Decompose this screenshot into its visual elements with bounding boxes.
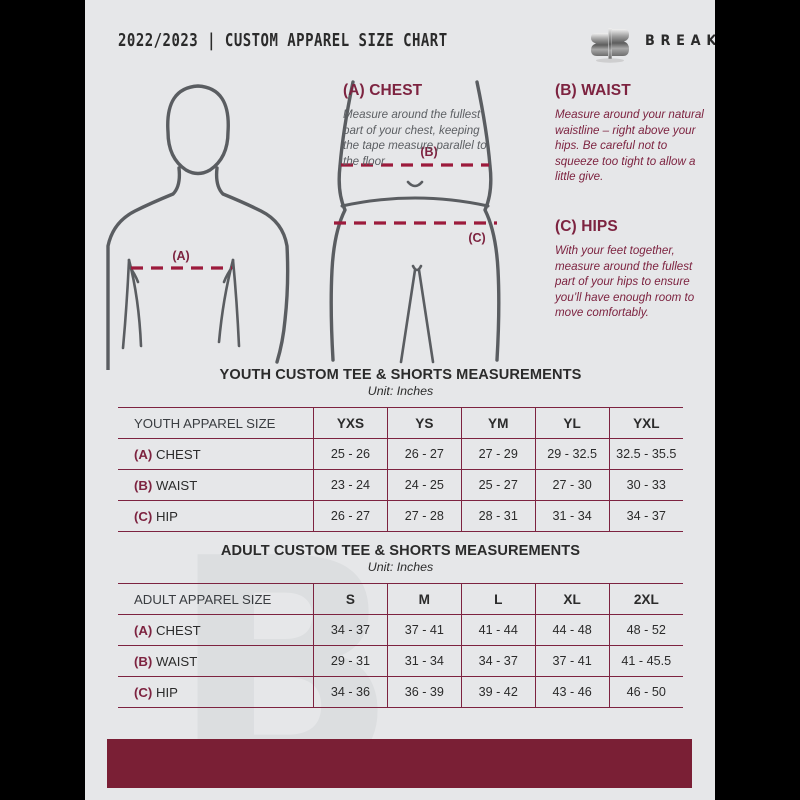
adult-waist-2xl: 41 - 45.5 [609, 645, 683, 677]
chest-measure-label: (A) [172, 249, 189, 263]
adult-size-col-0: S [313, 583, 388, 615]
youth-table-unit: Unit: Inches [367, 384, 434, 398]
row-tag: (C) [134, 508, 153, 524]
youth-waist-yxl: 30 - 33 [609, 469, 683, 501]
row-label: WAIST [155, 477, 198, 493]
adult-chest-xl: 44 - 48 [535, 614, 610, 646]
hip-measure-label: (C) [468, 231, 485, 245]
table-row: (C) HIP 34 - 36 36 - 39 39 - 42 43 - 46 … [118, 676, 683, 708]
row-tag: (A) [134, 446, 153, 462]
youth-hip-yxl: 34 - 37 [609, 500, 683, 532]
waist-measure-label: (B) [420, 145, 437, 159]
instruction-waist-heading: (B) WAIST [555, 82, 631, 99]
table-header-row: ADULT APPAREL SIZE S M L XL 2XL [118, 583, 683, 615]
youth-measurements-section: YOUTH CUSTOM TEE & SHORTS MEASUREMENTS U… [118, 367, 683, 532]
adult-size-col-3: XL [535, 583, 610, 615]
page-title: 2022/2023 | CUSTOM APPAREL SIZE CHART [118, 31, 448, 51]
brand-wordmark: BREAKAWAY [645, 33, 715, 49]
youth-chest-ys: 26 - 27 [387, 438, 462, 470]
youth-hip-yl: 31 - 34 [535, 500, 610, 532]
adult-measurements-section: ADULT CUSTOM TEE & SHORTS MEASUREMENTS U… [118, 543, 683, 708]
youth-chest-ym: 27 - 29 [461, 438, 536, 470]
table-row: (A) CHEST 25 - 26 26 - 27 27 - 29 29 - 3… [118, 438, 683, 470]
instruction-hips-body: With your feet together, measure around … [555, 244, 695, 320]
instruction-chest: (A) CHEST Measure around the fullest par… [343, 82, 495, 169]
instruction-hips: (C) HIPS With your feet together, measur… [555, 218, 705, 321]
upper-body-figure-icon: (A) [106, 84, 290, 370]
youth-chest-yl: 29 - 32.5 [535, 438, 610, 470]
row-label: CHEST [155, 622, 201, 638]
row-label: WAIST [155, 653, 198, 669]
size-chart-page: B 2022/2023 | CUSTOM APPAREL SIZE CHART … [85, 0, 715, 800]
youth-table-title: YOUTH CUSTOM TEE & SHORTS MEASUREMENTS [219, 367, 582, 383]
adult-hip-s: 34 - 36 [313, 676, 388, 708]
youth-hip-ys: 27 - 28 [387, 500, 462, 532]
youth-waist-yxs: 23 - 24 [313, 469, 388, 501]
youth-size-col-3: YL [535, 407, 610, 439]
footer-banner [107, 739, 692, 788]
adult-waist-l: 34 - 37 [461, 645, 536, 677]
youth-hip-yxs: 26 - 27 [313, 500, 388, 532]
row-tag: (C) [134, 684, 153, 700]
adult-row-label-hip: (C) HIP [118, 676, 314, 708]
table-row: (C) HIP 26 - 27 27 - 28 28 - 31 31 - 34 … [118, 500, 683, 532]
adult-size-col-1: M [387, 583, 462, 615]
adult-hip-xl: 43 - 46 [535, 676, 610, 708]
row-tag: (A) [134, 622, 153, 638]
youth-waist-yl: 27 - 30 [535, 469, 610, 501]
body-illustrations: (A) (B) (C) [85, 70, 715, 370]
youth-size-col-0: YXS [313, 407, 388, 439]
adult-table-unit: Unit: Inches [367, 560, 434, 574]
adult-row-label-waist: (B) WAIST [118, 645, 314, 677]
youth-size-header-label: YOUTH APPAREL SIZE [118, 407, 314, 439]
adult-measurements-table: ADULT APPAREL SIZE S M L XL 2XL (A) CHES… [118, 583, 683, 708]
youth-size-col-2: YM [461, 407, 536, 439]
table-row: (B) WAIST 23 - 24 24 - 25 25 - 27 27 - 3… [118, 469, 683, 501]
adult-waist-xl: 37 - 41 [535, 645, 610, 677]
youth-chest-yxs: 25 - 26 [313, 438, 388, 470]
adult-chest-s: 34 - 37 [313, 614, 388, 646]
youth-size-col-1: YS [387, 407, 462, 439]
adult-size-col-2: L [461, 583, 536, 615]
adult-waist-m: 31 - 34 [387, 645, 462, 677]
instruction-hips-heading: (C) HIPS [555, 218, 618, 235]
lower-body-figure-icon: (B) (C) [329, 80, 501, 364]
adult-waist-s: 29 - 31 [313, 645, 388, 677]
adult-row-label-chest: (A) CHEST [118, 614, 314, 646]
row-tag: (B) [134, 653, 153, 669]
youth-waist-ys: 24 - 25 [387, 469, 462, 501]
adult-table-title: ADULT CUSTOM TEE & SHORTS MEASUREMENTS [220, 543, 581, 559]
adult-hip-m: 36 - 39 [387, 676, 462, 708]
instruction-waist: (B) WAIST Measure around your natural wa… [555, 82, 705, 185]
table-header-row: YOUTH APPAREL SIZE YXS YS YM YL YXL [118, 407, 683, 439]
adult-chest-l: 41 - 44 [461, 614, 536, 646]
instruction-waist-body: Measure around your natural waistline – … [555, 108, 704, 184]
breakaway-b-logo-icon [591, 28, 629, 63]
youth-row-label-chest: (A) CHEST [118, 438, 314, 470]
instruction-chest-heading: (A) CHEST [343, 82, 423, 99]
page-header: 2022/2023 | CUSTOM APPAREL SIZE CHART BR… [85, 28, 715, 63]
adult-chest-2xl: 48 - 52 [609, 614, 683, 646]
row-tag: (B) [134, 477, 153, 493]
table-row: (A) CHEST 34 - 37 37 - 41 41 - 44 44 - 4… [118, 614, 683, 646]
youth-measurements-table: YOUTH APPAREL SIZE YXS YS YM YL YXL (A) … [118, 407, 683, 532]
youth-hip-ym: 28 - 31 [461, 500, 536, 532]
adult-chest-m: 37 - 41 [387, 614, 462, 646]
youth-chest-yxl: 32.5 - 35.5 [609, 438, 683, 470]
row-label: HIP [155, 508, 178, 524]
adult-size-header-label: ADULT APPAREL SIZE [118, 583, 314, 615]
youth-row-label-hip: (C) HIP [118, 500, 314, 532]
adult-hip-2xl: 46 - 50 [609, 676, 683, 708]
youth-row-label-waist: (B) WAIST [118, 469, 314, 501]
youth-size-col-4: YXL [609, 407, 683, 439]
youth-waist-ym: 25 - 27 [461, 469, 536, 501]
navel-detail-icon [406, 180, 424, 188]
instruction-chest-body: Measure around the fullest part of your … [343, 108, 487, 168]
row-label: HIP [155, 684, 178, 700]
adult-hip-l: 39 - 42 [461, 676, 536, 708]
adult-size-col-4: 2XL [609, 583, 683, 615]
row-label: CHEST [155, 446, 201, 462]
table-row: (B) WAIST 29 - 31 31 - 34 34 - 37 37 - 4… [118, 645, 683, 677]
